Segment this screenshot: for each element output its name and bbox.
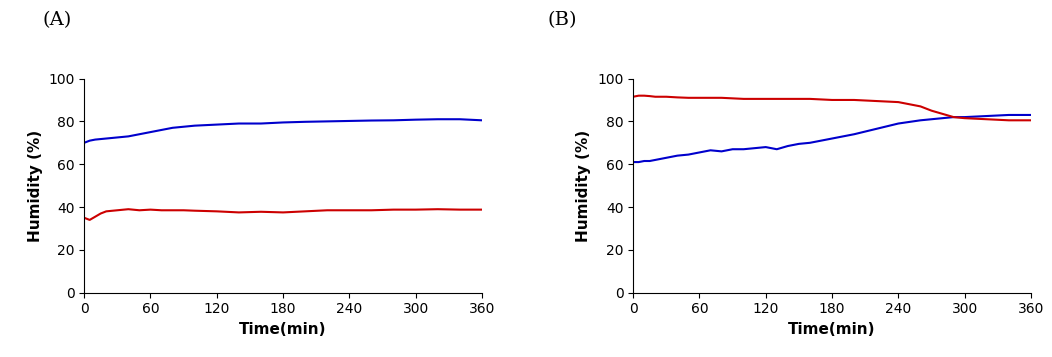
X-axis label: Time(min): Time(min)	[788, 322, 876, 337]
Text: (A): (A)	[42, 11, 72, 29]
X-axis label: Time(min): Time(min)	[239, 322, 327, 337]
Text: (B): (B)	[547, 11, 576, 29]
Y-axis label: Humidity (%): Humidity (%)	[576, 130, 591, 242]
Y-axis label: Humidity (%): Humidity (%)	[27, 130, 42, 242]
